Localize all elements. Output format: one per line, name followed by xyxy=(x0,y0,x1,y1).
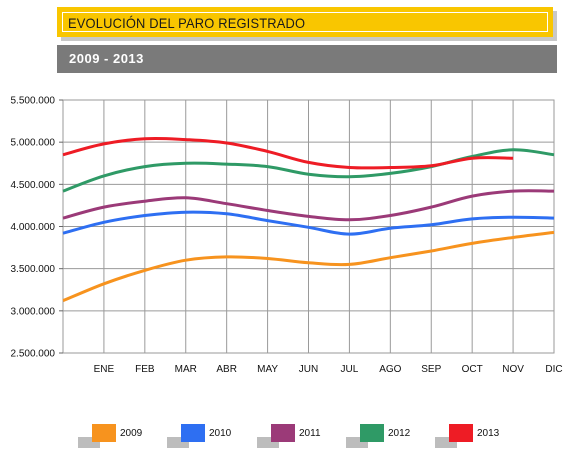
subtitle-bar: 2009 - 2013 xyxy=(57,45,557,73)
x-tick-label: ENE xyxy=(94,364,115,375)
legend-swatch-shadow xyxy=(435,437,457,448)
x-tick-label: AGO xyxy=(379,364,401,375)
legend-swatch xyxy=(449,424,473,442)
y-tick-label: 5.000.000 xyxy=(11,138,56,149)
x-tick-label: FEB xyxy=(135,364,155,375)
y-tick-label: 4.500.000 xyxy=(11,180,56,191)
series-line-2012 xyxy=(62,148,555,193)
legend-label: 2012 xyxy=(388,428,411,439)
axis-layer: 2.500.000 3.000.000 3.500.000 4.000.000 4.50… xyxy=(11,96,563,376)
legend: 2009 2010 2011 2012 2013 xyxy=(78,424,500,448)
legend-item-2013: 2013 xyxy=(435,424,500,448)
series-layer xyxy=(62,136,555,303)
legend-swatch-shadow xyxy=(78,437,100,448)
legend-swatch-shadow xyxy=(257,437,279,448)
legend-swatch-shadow xyxy=(167,437,189,448)
legend-label: 2010 xyxy=(209,428,232,439)
legend-item-2010: 2010 xyxy=(167,424,232,448)
legend-swatch xyxy=(360,424,384,442)
y-tick-label: 3.000.000 xyxy=(11,306,56,317)
legend-item-2011: 2011 xyxy=(257,424,321,448)
chart-subtitle: 2009 - 2013 xyxy=(69,51,144,66)
y-tick-label: 4.000.000 xyxy=(11,222,56,233)
legend-item-2012: 2012 xyxy=(346,424,411,448)
legend-item-2009: 2009 xyxy=(78,424,143,448)
legend-label: 2011 xyxy=(299,428,321,439)
series-line-2009 xyxy=(62,230,555,303)
x-tick-label: DIC xyxy=(545,364,562,375)
x-tick-label: MAR xyxy=(175,364,197,375)
x-tick-label: SEP xyxy=(421,364,441,375)
legend-swatch xyxy=(181,424,205,442)
x-tick-label: MAY xyxy=(257,364,278,375)
series-line-2013 xyxy=(62,136,514,170)
y-tick-label: 2.500.000 xyxy=(11,349,56,360)
x-tick-label: NOV xyxy=(502,364,524,375)
legend-label: 2009 xyxy=(120,428,143,439)
legend-swatch xyxy=(92,424,116,442)
legend-label: 2013 xyxy=(477,428,500,439)
x-tick-label: ABR xyxy=(216,364,237,375)
x-tick-label: OCT xyxy=(462,364,483,375)
x-tick-label: JUL xyxy=(341,364,359,375)
y-tick-label: 5.500.000 xyxy=(11,96,56,107)
x-tick-label: JUN xyxy=(299,364,318,375)
chart-title: EVOLUCIÓN DEL PARO REGISTRADO xyxy=(68,15,306,31)
legend-swatch-shadow xyxy=(346,437,368,448)
title-bar: EVOLUCIÓN DEL PARO REGISTRADO xyxy=(57,7,553,37)
legend-swatch xyxy=(271,424,295,442)
series-line-2010 xyxy=(62,210,555,236)
series-line-2011 xyxy=(62,189,555,222)
y-tick-label: 3.500.000 xyxy=(11,264,56,275)
